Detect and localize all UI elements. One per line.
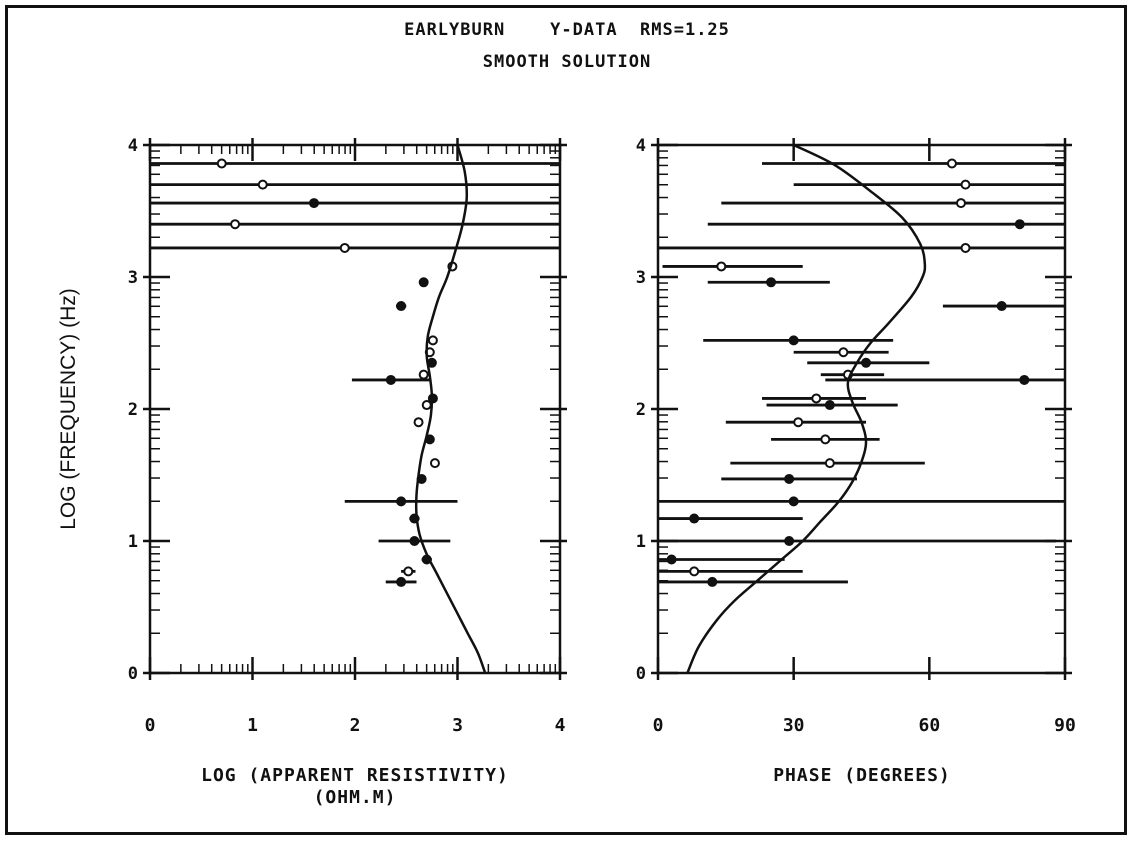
data-point <box>793 417 804 428</box>
data-point <box>309 198 319 209</box>
y-axis-label: LOG (FREQUENCY) (Hz) <box>57 288 80 530</box>
y-tick-label: 4 <box>636 136 646 156</box>
data-point <box>824 458 835 469</box>
data-point <box>689 513 700 524</box>
x-axis-label: LOG (APPARENT RESISTIVITY) <box>201 765 509 786</box>
data-point <box>666 554 677 565</box>
data-point <box>396 496 407 507</box>
x-axis-label: PHASE (DEGREES) <box>773 765 951 786</box>
y-tick-label: 3 <box>128 268 138 288</box>
x-tick-label: 4 <box>555 715 566 736</box>
data-point <box>230 219 241 230</box>
data-point <box>788 496 799 507</box>
data-point <box>418 369 429 380</box>
data-point <box>429 458 440 469</box>
y-tick-label: 3 <box>636 268 646 288</box>
data-point <box>838 347 849 358</box>
y-tick-label: 1 <box>636 532 646 552</box>
data-point <box>409 536 420 546</box>
data-point <box>960 242 971 253</box>
data-point <box>403 566 414 577</box>
phase-panel: 0 1 2 3 4 0 30 60 90 PHASE (DEGREES) <box>636 136 1076 786</box>
y-tick-label: 2 <box>636 400 646 420</box>
x-axis-unit-label: (OHM.M) <box>314 787 397 808</box>
figure-frame <box>5 5 1127 835</box>
data-point <box>413 417 424 428</box>
x-tick-label: 90 <box>1054 715 1076 736</box>
data-point <box>946 158 957 169</box>
x-tick-label: 0 <box>653 715 664 736</box>
data-point <box>707 576 718 587</box>
y-tick-label: 2 <box>128 400 138 420</box>
y-tick-label: 4 <box>128 136 138 156</box>
data-point <box>396 301 407 312</box>
y-tick-label: 0 <box>636 664 646 684</box>
data-point <box>960 179 971 190</box>
data-point <box>385 374 396 385</box>
x-tick-label: 60 <box>918 715 940 736</box>
data-point <box>1014 219 1025 230</box>
data-point <box>421 400 432 411</box>
x-tick-label: 0 <box>145 715 156 736</box>
data-point <box>820 434 831 445</box>
data-point <box>339 242 350 253</box>
data-point <box>955 198 966 209</box>
data-point <box>689 566 700 577</box>
data-point <box>784 473 795 484</box>
data-point <box>216 158 227 169</box>
data-point <box>257 179 268 190</box>
data-point <box>418 277 429 288</box>
data-point <box>861 357 872 368</box>
data-point <box>766 277 777 288</box>
data-point <box>996 301 1007 312</box>
data-point <box>788 335 799 346</box>
data-point <box>1019 374 1030 385</box>
chart-title: EARLYBURN Y-DATA RMS=1.25 <box>404 20 730 40</box>
data-point <box>427 335 438 346</box>
data-point <box>824 400 835 411</box>
x-tick-label: 3 <box>452 715 463 736</box>
data-point <box>716 261 727 272</box>
resistivity-panel: 0 1 2 3 4 0 1 2 3 4 LOG (APPARENT RESISTIVITY)(OHM… <box>57 136 567 808</box>
data-point <box>784 536 795 546</box>
y-tick-label: 1 <box>128 532 138 552</box>
data-point <box>396 576 407 587</box>
data-point <box>811 393 822 404</box>
chart-subtitle: SMOOTH SOLUTION <box>482 52 652 72</box>
model-curve <box>686 143 927 674</box>
x-tick-label: 30 <box>783 715 805 736</box>
x-tick-label: 2 <box>350 715 361 736</box>
x-tick-label: 1 <box>247 715 258 736</box>
y-tick-label: 0 <box>128 664 138 684</box>
model-curve <box>414 144 487 674</box>
